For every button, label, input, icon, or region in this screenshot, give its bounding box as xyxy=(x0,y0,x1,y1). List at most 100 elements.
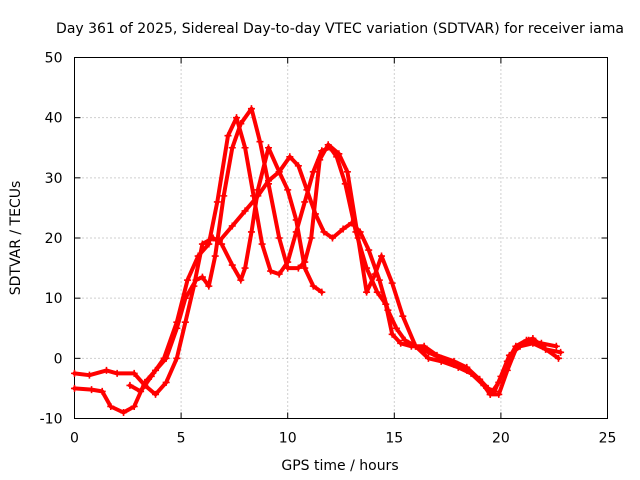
data-point xyxy=(228,144,236,152)
data-point xyxy=(98,387,106,395)
y-tick-label: 30 xyxy=(45,171,63,187)
data-point xyxy=(194,252,202,260)
data-point xyxy=(318,147,326,155)
data-point xyxy=(205,282,213,290)
data-point xyxy=(233,114,241,122)
data-point xyxy=(71,384,78,392)
axis-ticks: 0 5 10 15 20 25 -10 0 10 20 30 40 50 xyxy=(40,51,617,447)
data-point xyxy=(303,186,311,194)
data-point xyxy=(341,180,349,188)
data-point xyxy=(147,372,155,380)
data-point xyxy=(554,354,562,362)
data-point xyxy=(181,318,189,326)
data-point xyxy=(256,138,264,146)
data-point xyxy=(228,222,236,230)
data-point xyxy=(486,390,494,398)
data-point xyxy=(301,198,309,206)
data-point xyxy=(173,354,181,362)
data-point xyxy=(343,168,351,176)
data-point xyxy=(286,153,294,161)
data-point xyxy=(211,252,219,260)
y-tick-label: 40 xyxy=(45,111,63,127)
data-point xyxy=(113,369,121,377)
data-point xyxy=(275,270,283,278)
series-track-b xyxy=(71,105,562,416)
data-point xyxy=(463,366,471,374)
data-point xyxy=(126,381,134,389)
data-point xyxy=(213,198,221,206)
data-point xyxy=(397,339,405,347)
data-point xyxy=(476,375,484,383)
data-point xyxy=(384,306,392,314)
data-point xyxy=(228,261,236,269)
data-point xyxy=(254,192,262,200)
data-point xyxy=(130,402,138,410)
data-point xyxy=(318,288,326,296)
chart-title: Day 361 of 2025, Sidereal Day-to-day VTE… xyxy=(56,21,624,37)
data-point xyxy=(88,386,96,394)
data-point xyxy=(503,366,511,374)
series-track-c xyxy=(126,114,565,395)
data-point xyxy=(375,276,383,284)
data-point xyxy=(373,288,381,296)
data-point xyxy=(512,345,520,353)
data-point xyxy=(205,240,213,248)
data-point xyxy=(333,153,341,161)
data-point xyxy=(265,177,273,185)
data-point xyxy=(198,240,206,248)
data-point xyxy=(284,258,292,266)
data-point xyxy=(237,276,245,284)
data-point xyxy=(424,354,432,362)
data-point xyxy=(162,378,170,386)
data-point xyxy=(241,264,249,272)
data-point xyxy=(137,387,145,395)
data-point xyxy=(311,210,319,218)
y-tick-label: 10 xyxy=(45,291,63,307)
data-point xyxy=(326,144,334,152)
data-point xyxy=(294,162,302,170)
data-point xyxy=(258,240,266,248)
data-point xyxy=(267,267,275,275)
series-line xyxy=(127,115,563,394)
data-point xyxy=(71,369,78,377)
data-point xyxy=(348,219,356,227)
data-point xyxy=(388,279,396,287)
data-point xyxy=(192,276,200,284)
x-tick-label: 15 xyxy=(385,431,403,447)
data-point xyxy=(284,186,292,194)
data-point xyxy=(152,390,160,398)
data-point xyxy=(412,342,420,350)
data-point xyxy=(399,312,407,320)
x-tick-label: 25 xyxy=(599,431,617,447)
data-point xyxy=(320,228,328,236)
data-point xyxy=(378,252,386,260)
data-point xyxy=(401,336,409,344)
data-point xyxy=(265,144,273,152)
series-line xyxy=(72,145,324,397)
data-point xyxy=(356,228,364,236)
y-axis-label: SDTVAR / TECUs xyxy=(8,181,24,296)
data-point xyxy=(557,348,565,356)
series-track-d xyxy=(215,153,560,398)
data-point xyxy=(241,207,249,215)
data-point xyxy=(292,228,300,236)
y-tick-label: -10 xyxy=(40,412,63,428)
data-point xyxy=(339,225,347,233)
data-point xyxy=(301,264,309,272)
data-point xyxy=(198,273,206,281)
data-point xyxy=(107,402,115,410)
data-point xyxy=(450,360,458,368)
data-point xyxy=(220,192,228,200)
data-point xyxy=(552,342,560,350)
x-tick-label: 0 xyxy=(70,431,79,447)
data-point xyxy=(424,348,432,356)
data-point xyxy=(495,390,503,398)
data-point xyxy=(160,354,168,362)
data-point xyxy=(120,408,128,416)
data-point xyxy=(537,339,545,347)
x-tick-label: 10 xyxy=(279,431,297,447)
y-tick-label: 0 xyxy=(54,351,63,367)
data-point xyxy=(241,144,249,152)
data-point xyxy=(247,228,255,236)
